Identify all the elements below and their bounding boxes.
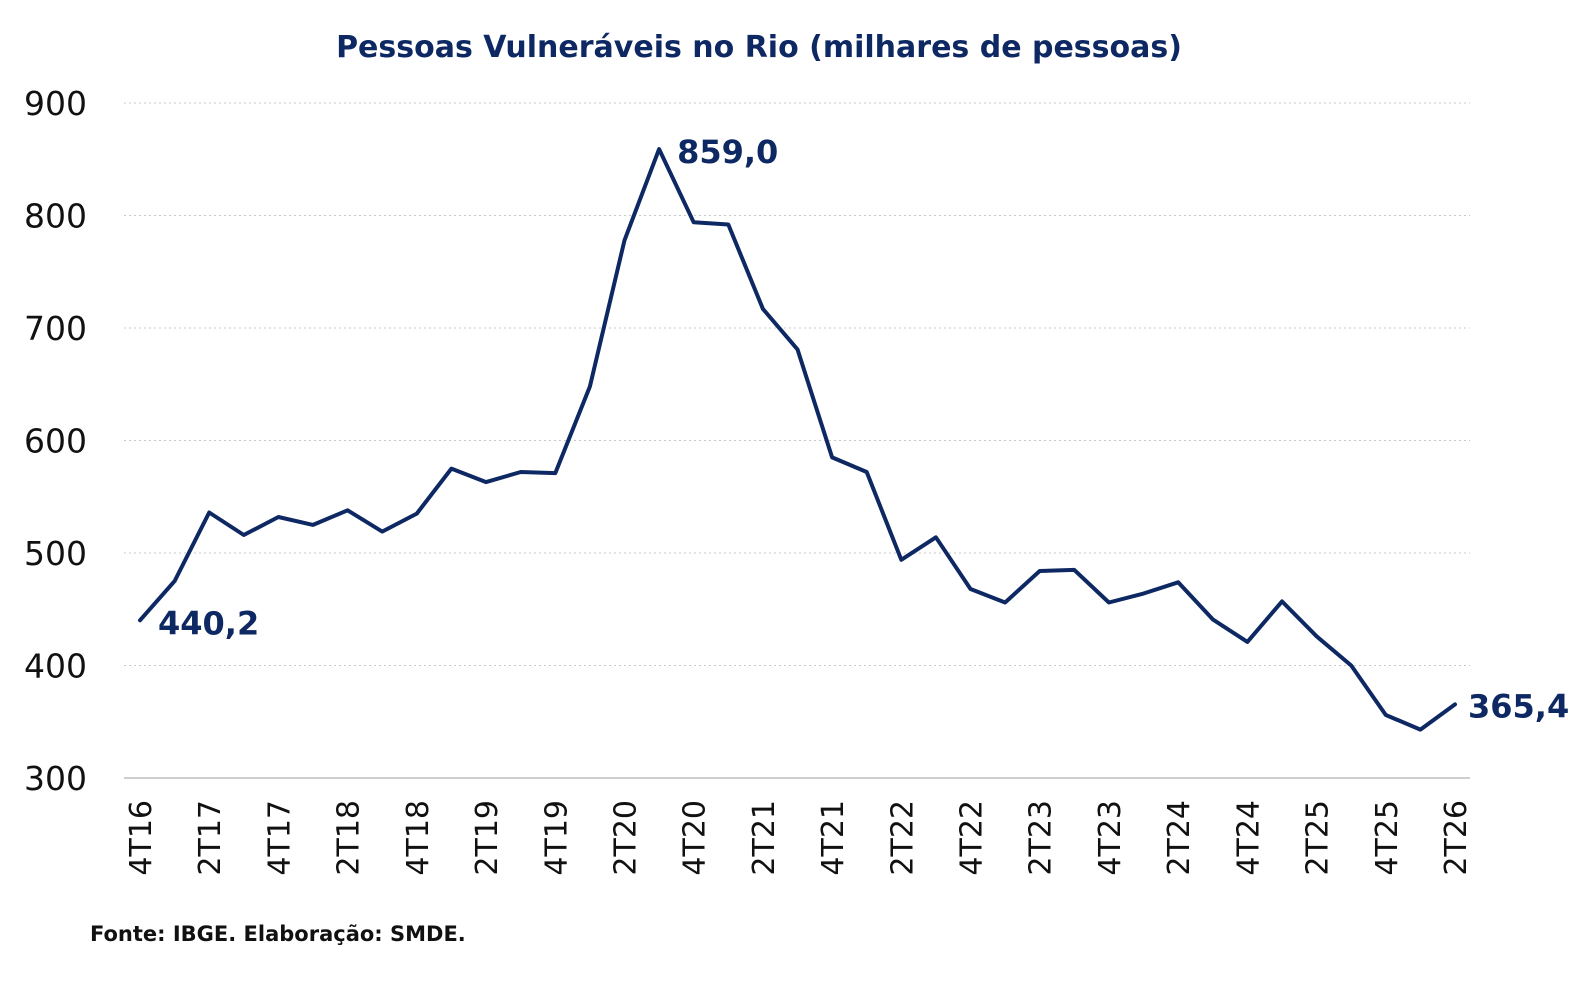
x-tick-label: 2T24	[1162, 800, 1197, 876]
gridlines	[124, 102, 1470, 666]
x-tick-label: 2T17	[193, 800, 228, 876]
x-tick-label: 4T25	[1370, 800, 1405, 876]
y-tick-label: 300	[24, 759, 87, 798]
x-tick-label: 2T25	[1301, 800, 1336, 876]
x-tick-label: 4T17	[262, 800, 297, 876]
y-tick-label: 500	[24, 534, 87, 573]
data-label: 365,4	[1468, 687, 1569, 725]
x-tick-label: 4T18	[401, 800, 436, 876]
y-tick-label: 800	[24, 197, 87, 236]
data-label: 859,0	[677, 133, 778, 171]
x-tick-label: 4T19	[539, 800, 574, 876]
x-tick-label: 2T23	[1024, 800, 1059, 876]
x-tick-label: 2T21	[747, 800, 782, 876]
x-tick-label: 2T22	[885, 800, 920, 876]
x-tick-label: 2T26	[1439, 800, 1474, 876]
x-tick-label: 4T21	[816, 800, 851, 876]
x-tick-label: 2T18	[332, 800, 367, 876]
x-tick-label: 4T24	[1231, 800, 1266, 876]
y-tick-label: 400	[24, 647, 87, 686]
x-tick-label: 2T19	[470, 800, 505, 876]
data-label: 440,2	[158, 604, 259, 642]
y-tick-label: 900	[24, 84, 87, 123]
y-tick-label: 600	[24, 422, 87, 461]
x-tick-label: 4T20	[678, 800, 713, 876]
source-note: Fonte: IBGE. Elaboração: SMDE.	[90, 922, 466, 946]
series-line	[138, 147, 1457, 732]
y-tick-label: 700	[24, 309, 87, 348]
x-tick-label: 4T23	[1093, 800, 1128, 876]
y-axis-ticks: 900 800 700 600 500 400 300	[24, 84, 87, 798]
x-tick-label: 4T22	[955, 800, 990, 876]
data-labels: 440,2 859,0 365,4	[158, 133, 1569, 725]
x-tick-label: 4T16	[124, 800, 159, 876]
x-axis-ticks: 4T16 2T17 4T17 2T18 4T18 2T19 4T19 2T20 4T20 2T21…	[124, 800, 1474, 876]
chart-title: Pessoas Vulneráveis no Rio (milhares de …	[336, 30, 1182, 65]
x-tick-label: 2T20	[608, 800, 643, 876]
